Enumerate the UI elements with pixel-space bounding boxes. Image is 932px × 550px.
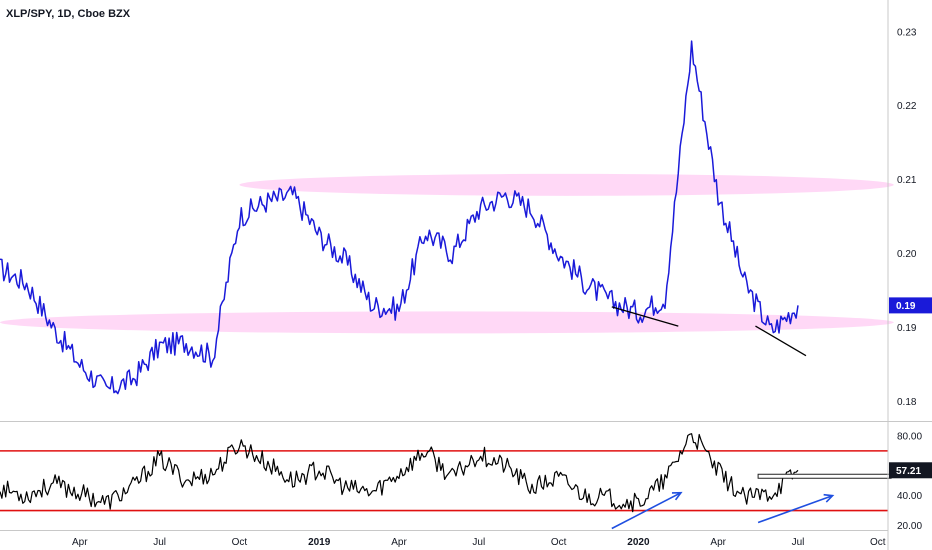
rsi-levels	[0, 450, 888, 512]
price-divergence-line-1	[611, 306, 679, 327]
price-tick-label: 0.20	[897, 249, 917, 260]
price-series-line	[0, 40, 799, 395]
price-tick-label: 0.21	[897, 175, 917, 186]
rsi-divergence-arrow-2	[757, 494, 833, 524]
rsi-tick-label: 80.00	[897, 431, 922, 442]
x-tick-label: Jul	[472, 537, 485, 548]
price-divergence-line-2	[755, 325, 807, 357]
rsi-series-line	[0, 433, 799, 513]
value-badges: 0.19 57.21	[889, 297, 932, 479]
price-tick-label: 0.23	[897, 27, 917, 38]
price-last-value-label: 0.19	[896, 301, 916, 312]
price-tick-label: 0.22	[897, 101, 917, 112]
x-tick-label: 2019	[308, 537, 331, 548]
x-tick-label: Jul	[792, 537, 805, 548]
x-tick-label: Apr	[710, 537, 726, 548]
x-tick-label: 2020	[627, 537, 650, 548]
rsi-tick-label: 20.00	[897, 521, 922, 532]
price-tick-label: 0.19	[897, 323, 917, 334]
rsi-divergence-arrow-1-head	[671, 491, 683, 501]
x-tick-label: Oct	[551, 537, 567, 548]
rsi-resistance-marker	[757, 473, 892, 479]
price-last-value-badge	[889, 297, 932, 314]
x-tick-label: Oct	[870, 537, 886, 548]
x-tick-label: Apr	[391, 537, 407, 548]
rsi-divergence-arrow-2-head	[823, 493, 835, 503]
price-tick-label: 0.18	[897, 397, 917, 408]
rsi-last-value-label: 57.21	[896, 466, 921, 477]
annotations	[611, 306, 892, 530]
x-tick-label: Jul	[153, 537, 166, 548]
x-tick-label: Oct	[232, 537, 248, 548]
rsi-last-value-badge	[889, 462, 932, 479]
rsi-tick-label: 40.00	[897, 491, 922, 502]
price-zone-0	[239, 173, 894, 196]
chart-title: XLP/SPY, 1D, Cboe BZX	[6, 8, 131, 20]
rsi-divergence-arrow-1	[611, 491, 682, 530]
price-zone-1	[0, 311, 894, 334]
price-zones	[0, 173, 894, 334]
series-lines	[0, 40, 799, 513]
x-tick-label: Apr	[72, 537, 88, 548]
